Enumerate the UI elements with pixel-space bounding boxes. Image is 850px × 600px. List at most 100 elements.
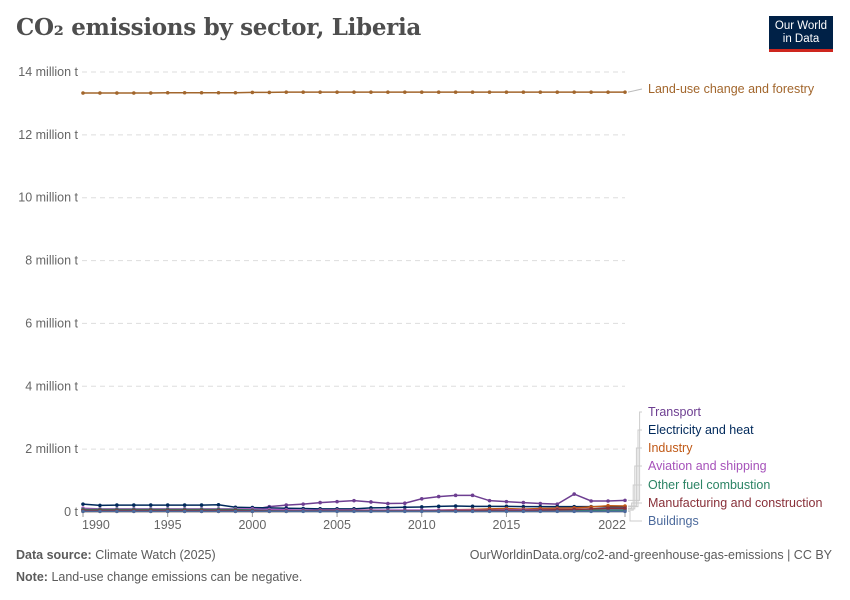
data-point — [352, 90, 356, 94]
data-point — [301, 509, 305, 514]
logo-line1: Our World — [774, 20, 828, 32]
data-point — [81, 502, 85, 506]
y-tick-label: 8 million t — [25, 254, 78, 268]
data-point — [369, 509, 373, 514]
data-point — [284, 509, 289, 514]
data-point — [182, 509, 187, 514]
data-point — [148, 509, 153, 514]
x-tick-label: 2010 — [408, 518, 436, 532]
data-point — [572, 90, 576, 94]
source-url[interactable]: OurWorldinData.org/co2-and-greenhouse-ga… — [469, 548, 832, 562]
data-point — [132, 509, 136, 514]
data-point — [403, 90, 407, 94]
data-point — [453, 504, 458, 508]
data-point — [148, 91, 153, 95]
data-point — [301, 90, 305, 94]
legend-connector — [628, 510, 642, 522]
data-point — [318, 509, 322, 514]
data-point — [555, 509, 560, 514]
data-point — [182, 503, 187, 507]
x-tick-label: 1990 — [82, 518, 110, 532]
data-point — [419, 497, 424, 501]
logo-line2: in Data — [782, 33, 820, 45]
legend-connector — [627, 88, 643, 93]
legend-connector — [628, 465, 642, 510]
data-point — [369, 90, 373, 94]
data-point — [386, 90, 390, 94]
data-point — [487, 90, 492, 94]
data-point — [623, 498, 627, 503]
y-tick-label: 0 t — [64, 505, 78, 519]
data-point — [132, 91, 136, 95]
data-point — [453, 493, 458, 498]
legend-label: Land-use change and forestry — [648, 82, 815, 96]
data-point — [199, 509, 204, 514]
data-point — [589, 509, 593, 514]
data-point — [182, 90, 187, 95]
data-point — [115, 503, 119, 507]
data-point — [521, 90, 526, 94]
data-point — [606, 499, 610, 503]
data-point — [386, 501, 390, 506]
data-point — [538, 509, 543, 514]
x-tick-label: 2005 — [323, 518, 351, 532]
data-point — [487, 498, 492, 503]
data-point — [555, 502, 560, 506]
data-point — [233, 509, 238, 514]
data-point — [470, 509, 475, 514]
legend-connector — [628, 484, 642, 511]
data-point — [470, 504, 475, 509]
data-point — [165, 509, 170, 514]
data-point — [487, 504, 492, 509]
data-point — [267, 90, 272, 95]
data-point — [98, 91, 102, 95]
data-point — [538, 90, 543, 94]
data-point — [115, 91, 119, 95]
data-point — [538, 501, 543, 506]
note: Note: Land-use change emissions can be n… — [16, 570, 302, 584]
legend-label: Electricity and heat — [648, 423, 754, 437]
data-point — [250, 509, 255, 514]
data-point — [284, 503, 289, 507]
data-point — [470, 90, 475, 94]
legend-label: Transport — [648, 405, 702, 419]
data-point — [165, 90, 170, 95]
data-point — [403, 509, 407, 514]
data-point — [504, 90, 509, 94]
source-text[interactable]: Climate Watch (2025) — [95, 548, 216, 562]
line-chart: 0 t 2 million t 4 million t 6 million t 8 mi… — [18, 65, 822, 532]
x-tick-label: 2015 — [493, 518, 521, 532]
data-point — [352, 498, 356, 503]
data-point — [81, 509, 85, 514]
data-point — [318, 90, 322, 94]
data-point — [606, 503, 610, 508]
data-point — [470, 493, 475, 498]
data-point — [572, 509, 576, 514]
data-point — [623, 509, 627, 514]
legend-connector — [628, 447, 642, 507]
y-tick-label: 4 million t — [25, 379, 78, 393]
data-point — [504, 509, 509, 514]
data-point — [98, 503, 102, 508]
data-point — [419, 505, 424, 509]
data-point — [216, 502, 221, 507]
data-point — [335, 499, 339, 504]
data-point — [148, 503, 153, 507]
data-point — [453, 509, 458, 514]
owid-logo[interactable]: Our World in Data — [769, 16, 833, 52]
y-tick-label: 12 million t — [18, 128, 78, 142]
legend-label: Other fuel combustion — [648, 478, 770, 492]
data-point — [521, 500, 526, 505]
y-tick-label: 6 million t — [25, 316, 78, 330]
data-point — [521, 504, 526, 509]
data-point — [589, 507, 593, 511]
legend-connector — [628, 411, 642, 501]
data-point — [589, 499, 593, 503]
data-point — [572, 492, 576, 496]
data-point — [521, 509, 526, 514]
data-point — [199, 503, 204, 507]
data-point — [386, 509, 390, 514]
data-point — [403, 501, 407, 506]
legend-label: Manufacturing and construction — [648, 496, 822, 510]
